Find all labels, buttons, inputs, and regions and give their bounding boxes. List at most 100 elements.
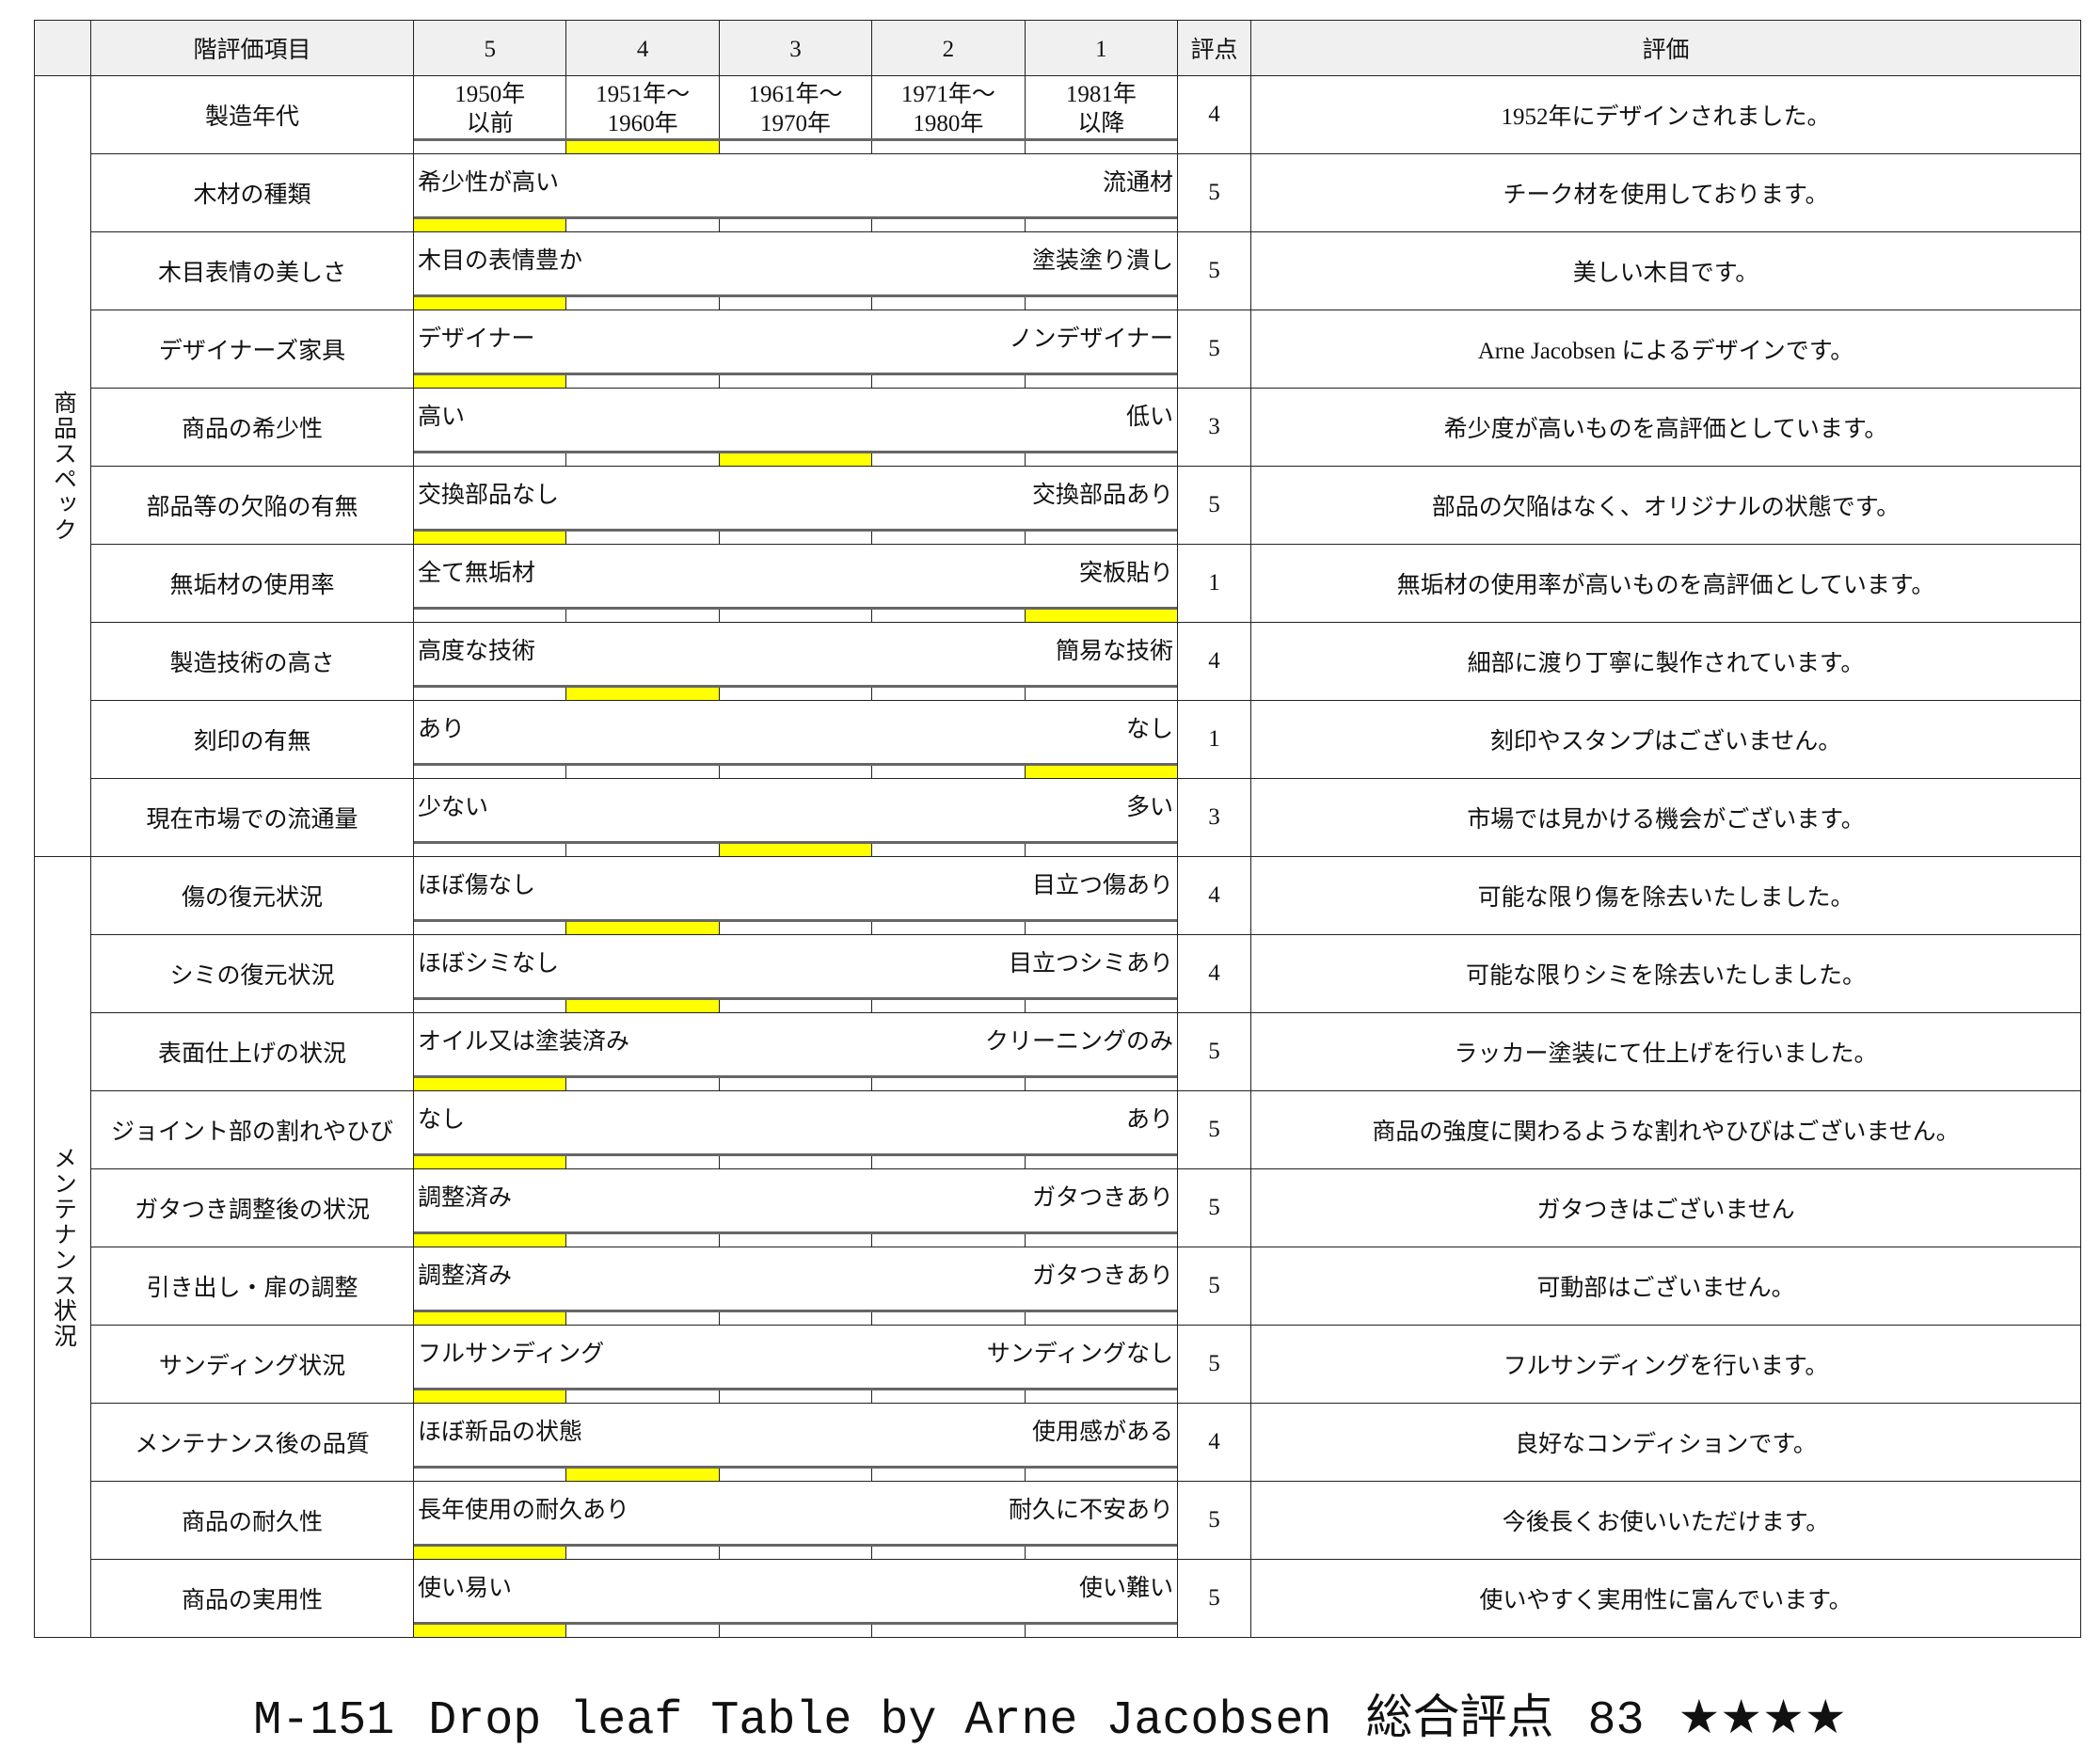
score-marker-selected [566, 141, 720, 153]
comment: 可能な限り傷を除去いたしました。 [1250, 856, 2081, 935]
score-marker [720, 766, 873, 778]
item-name: 傷の復元状況 [90, 856, 414, 935]
score-marker-selected [566, 1000, 720, 1012]
score-marker [566, 610, 720, 622]
scale-left-label: 調整済み [418, 1185, 513, 1211]
score-value: 5 [1177, 153, 1251, 232]
scale-right-label: 目立つ傷あり [1031, 873, 1173, 898]
scale-labels: オイル又は塗装済み クリーニングのみ [414, 1013, 1177, 1077]
scale-right-label: 目立つシミあり [1008, 951, 1173, 977]
score-value: 5 [1177, 1247, 1251, 1326]
scale-left-label: フルサンディング [418, 1342, 605, 1367]
scale-body: デザイナー ノンデザイナー [414, 310, 1177, 388]
table-row: 木目表情の美しさ 木目の表情豊か 塗装塗り潰し 5 美しい木目です。 [35, 231, 2081, 310]
level-label: 1950年 以前 [414, 76, 567, 140]
score-marker [566, 1078, 720, 1090]
score-marker [1026, 1312, 1177, 1325]
score-marker [720, 1234, 873, 1247]
score-strip [414, 685, 1177, 700]
comment: 細部に渡り丁寧に製作されています。 [1250, 622, 2081, 701]
score-marker [720, 688, 873, 700]
scale-labels: 少ない 多い [414, 779, 1177, 843]
scale-labels: ほぼ新品の状態 使用感がある [414, 1404, 1177, 1468]
scale-body: 高い 低い [414, 389, 1177, 466]
score-marker-selected [414, 1547, 567, 1559]
score-value: 4 [1177, 1403, 1251, 1482]
scale-left-label: 少ない [418, 795, 489, 820]
table-row: 商品スペック 製造年代 1950年 以前 1951年～ 1960年 1961年～ 197… [34, 75, 2081, 857]
level-label: 1971年～ 1980年 [872, 76, 1026, 140]
score-marker [1026, 297, 1177, 310]
score-value: 5 [1177, 1168, 1251, 1247]
score-marker [1026, 1469, 1177, 1481]
score-strip [414, 997, 1177, 1012]
scale-left-label: 高い [418, 405, 466, 430]
score-marker [1026, 375, 1177, 388]
table-row: メンテナンス後の品質 ほぼ新品の状態 使用感がある 4 良好なコンディションです。 [35, 1403, 2081, 1482]
scale-left-label: ほぼ新品の状態 [418, 1420, 583, 1445]
rating-scale: 調整済み ガタつきあり [413, 1168, 1178, 1247]
scale-body: 使い易い 使い難い [414, 1560, 1177, 1637]
header-level-2: 2 [872, 21, 1026, 75]
star-rating: ★★★★ [1678, 1691, 1847, 1743]
scale-right-label: 低い [1125, 405, 1173, 430]
comment: 良好なコンディションです。 [1250, 1403, 2081, 1482]
score-value: 4 [1177, 856, 1251, 935]
scale-right-label: 塗装塗り潰し [1031, 248, 1173, 274]
table-row: ジョイント部の割れやひび なし あり 5 商品の強度に関わるような割れやひびはございませ… [35, 1090, 2081, 1169]
scale-body: フルサンディング サンディングなし [414, 1326, 1177, 1403]
scale-body: ほぼ傷なし 目立つ傷あり [414, 857, 1177, 934]
footer: M-151 Drop leaf Table by Arne Jacobsen 総合評… [0, 1679, 2100, 1748]
scale-labels: 調整済み ガタつきあり [414, 1169, 1177, 1233]
scale-right-label: 耐久に不安あり [1008, 1498, 1173, 1523]
score-marker [1026, 922, 1177, 934]
score-value: 4 [1177, 75, 1251, 154]
comment: Arne Jacobsen によるデザインです。 [1250, 310, 2081, 389]
score-marker-selected [566, 1469, 720, 1481]
item-name: 現在市場での流通量 [90, 778, 414, 857]
table-row: 刻印の有無 あり なし 1 刻印やスタンプはございません。 [35, 700, 2081, 779]
total-score: 83 [1587, 1694, 1645, 1748]
scale-left-label: 全て無垢材 [418, 561, 536, 586]
header-score: 評点 [1177, 20, 1251, 76]
score-marker-selected [1025, 766, 1178, 778]
score-marker [872, 1390, 1026, 1403]
score-marker [414, 844, 567, 856]
table-row: ガタつき調整後の状況 調整済み ガタつきあり 5 ガタつきはございません [35, 1168, 2081, 1247]
score-marker [566, 297, 720, 310]
score-marker [720, 219, 873, 231]
score-marker [720, 532, 873, 544]
total-label: 総合評点 [1365, 1691, 1554, 1743]
score-value: 4 [1177, 934, 1251, 1013]
scale-labels: 高度な技術 簡易な技術 [414, 623, 1177, 687]
scale-left-label: 長年使用の耐久あり [418, 1498, 630, 1523]
score-marker [566, 766, 720, 778]
score-strip [414, 529, 1177, 544]
comment: 無垢材の使用率が高いものを高評価としています。 [1250, 544, 2081, 623]
header-level-3: 3 [720, 21, 873, 75]
scale-right-label: 簡易な技術 [1055, 639, 1173, 664]
table-row: 商品の実用性 使い易い 使い難い 5 使いやすく実用性に富んでいます。 [35, 1559, 2081, 1638]
rating-scale: 交換部品なし 交換部品あり [413, 466, 1178, 545]
score-marker [872, 219, 1026, 231]
scale-labels: 交換部品なし 交換部品あり [414, 467, 1177, 531]
rating-scale: ほぼ傷なし 目立つ傷あり [413, 856, 1178, 935]
item-name: 製造技術の高さ [90, 622, 414, 701]
score-marker [566, 1390, 720, 1403]
scale-labels: 使い易い 使い難い [414, 1560, 1177, 1624]
rating-scale: ほぼシミなし 目立つシミあり [413, 934, 1178, 1013]
scale-left-label: ほぼ傷なし [418, 873, 536, 898]
score-value: 5 [1177, 231, 1251, 310]
scale-body: 長年使用の耐久あり 耐久に不安あり [414, 1482, 1177, 1559]
scale-body: 木目の表情豊か 塗装塗り潰し [414, 232, 1177, 310]
score-marker [872, 1078, 1026, 1090]
scale-right-label: クリーニングのみ [984, 1029, 1173, 1055]
scale-body: 少ない 多い [414, 779, 1177, 856]
score-marker [566, 1312, 720, 1325]
scale-left-label: ほぼシミなし [418, 951, 560, 977]
score-marker [720, 1312, 873, 1325]
score-marker [1026, 844, 1177, 856]
score-marker [1026, 141, 1177, 153]
score-strip [414, 1153, 1177, 1168]
item-name: シミの復元状況 [90, 934, 414, 1013]
